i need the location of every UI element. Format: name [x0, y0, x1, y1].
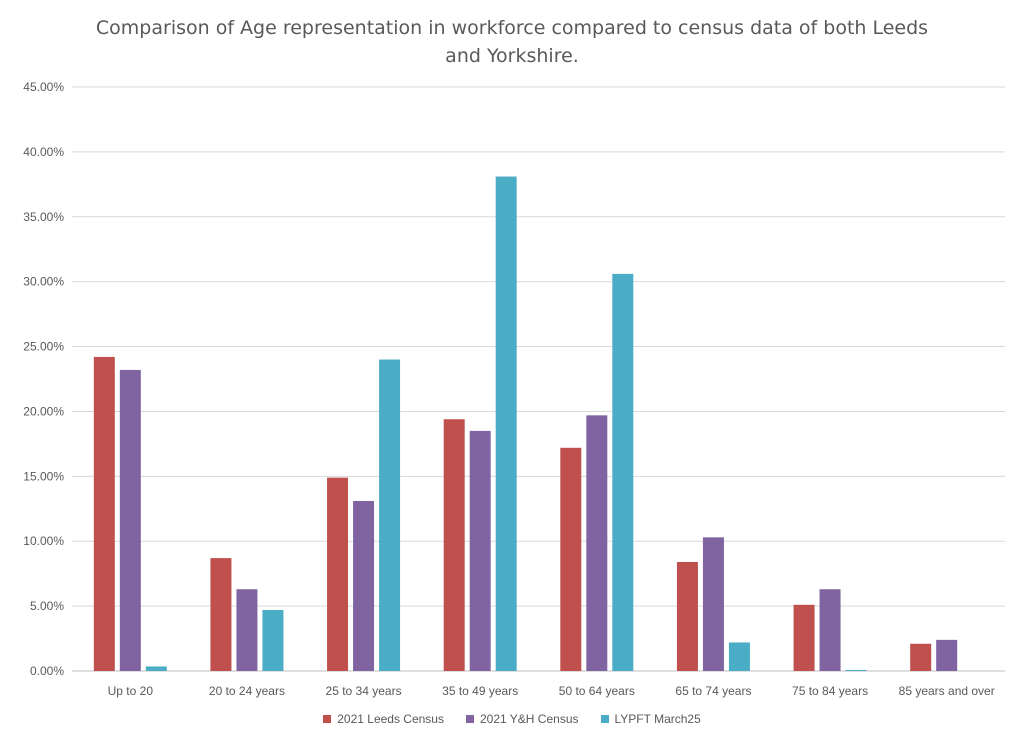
bar: [327, 477, 349, 671]
bar: [262, 610, 284, 671]
legend-swatch: [600, 715, 609, 723]
bar: [443, 419, 465, 671]
y-tick-label: 0.00%: [30, 664, 64, 678]
y-tick-label: 15.00%: [23, 469, 64, 483]
x-tick-label: Up to 20: [108, 684, 154, 698]
bar: [236, 589, 258, 671]
legend-swatch: [323, 715, 332, 723]
x-tick-label: 35 to 49 years: [442, 684, 518, 698]
bar: [819, 589, 841, 671]
y-tick-label: 25.00%: [23, 340, 64, 354]
bar: [910, 643, 932, 671]
legend-item: 2021 Y&H Census: [465, 712, 579, 726]
bar: [676, 561, 698, 671]
bar: [936, 639, 958, 671]
legend: 2021 Leeds Census 2021 Y&H Census LYPFT Ma…: [0, 712, 1024, 726]
legend-label: 2021 Y&H Census: [479, 712, 579, 726]
chart-title-line-1: Comparison of Age representation in work…: [95, 17, 929, 39]
chart-title: Comparison of Age representation in work…: [0, 14, 1024, 70]
legend-label: LYPFT March25: [614, 712, 701, 726]
x-tick-label: 20 to 24 years: [209, 684, 285, 698]
bar: [702, 537, 724, 671]
x-tick-label: 25 to 34 years: [326, 684, 402, 698]
x-tick-label: 75 to 84 years: [792, 684, 868, 698]
x-tick-label: 65 to 74 years: [675, 684, 751, 698]
y-tick-label: 30.00%: [23, 275, 64, 289]
y-tick-label: 45.00%: [23, 80, 64, 94]
legend-item: 2021 Leeds Census: [323, 712, 444, 726]
bar: [93, 356, 115, 671]
legend-swatch: [465, 715, 474, 723]
bar: [845, 669, 867, 671]
bar: [728, 642, 750, 671]
y-tick-label: 35.00%: [23, 210, 64, 224]
y-tick-label: 20.00%: [23, 404, 64, 418]
bar: [793, 604, 815, 671]
bar: [353, 500, 375, 671]
legend-label: 2021 Leeds Census: [337, 712, 444, 726]
bar: [145, 666, 167, 671]
legend-item: LYPFT March25: [600, 712, 701, 726]
x-tick-label: 85 years and over: [899, 684, 995, 698]
y-tick-label: 40.00%: [23, 145, 64, 159]
bar: [119, 369, 141, 671]
bar: [495, 176, 517, 671]
bar: [586, 415, 608, 671]
bar: [612, 273, 634, 671]
bar: [560, 447, 582, 671]
bar: [379, 359, 401, 671]
bar: [210, 558, 232, 671]
y-tick-label: 10.00%: [23, 534, 64, 548]
y-tick-label: 5.00%: [30, 599, 64, 613]
x-tick-label: 50 to 64 years: [559, 684, 635, 698]
chart-title-line-2: and Yorkshire.: [445, 45, 579, 67]
bar: [469, 430, 491, 671]
